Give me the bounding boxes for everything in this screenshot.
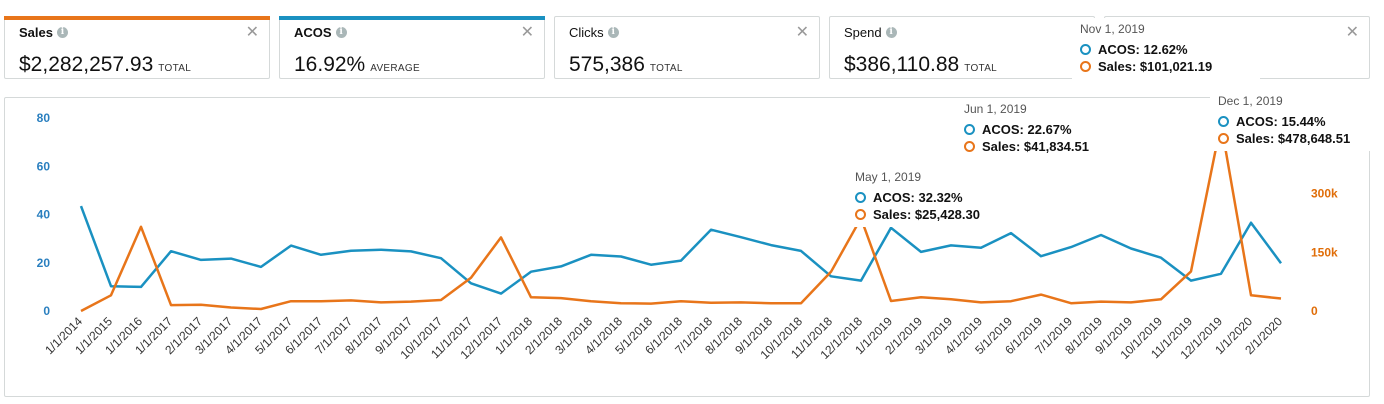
tooltip-date: Nov 1, 2019 [1080,22,1145,36]
card-accent-bar [4,16,270,20]
info-icon[interactable]: i [56,27,68,38]
y-left-tick-label: 60 [37,159,51,173]
y-right-tick-label: 0 [1311,304,1318,318]
tooltip-sales-row: Sales: $101,021.19 [1080,58,1252,75]
tooltip-dec-2019: Dec 1, 2019 ACOS: 15.44% Sales: $478,648… [1210,90,1384,151]
close-icon[interactable]: ✕ [795,24,809,41]
card-value: $386,110.88 TOTAL [844,53,998,76]
chart-panel: 0204060800150k300k450k1/1/20141/1/20151/… [4,97,1370,397]
sales-marker-icon [855,209,866,220]
acos-marker-icon [964,124,975,135]
y-left-tick-label: 80 [37,111,51,125]
acos-marker-icon [1218,116,1229,127]
tooltip-jun-2019: Jun 1, 2019 ACOS: 22.67% Sales: $41,834.… [956,98,1136,159]
metric-card-clicks[interactable]: Clicks i ✕ 575,386 TOTAL [554,16,820,79]
metric-card-sales[interactable]: Sales i ✕ $2,282,257.93 TOTAL [4,16,270,79]
card-accent-bar [279,16,545,20]
tooltip-sales-row: Sales: $25,428.30 [855,206,1017,223]
tooltip-date: Jun 1, 2019 [964,102,1027,116]
info-icon[interactable]: i [335,27,347,38]
info-icon[interactable]: i [885,27,897,38]
tooltip-sales-row: Sales: $41,834.51 [964,138,1128,155]
close-icon[interactable]: ✕ [1345,24,1359,41]
card-value: $2,282,257.93 TOTAL [19,53,192,76]
card-title: Sales i [19,25,68,40]
info-icon[interactable]: i [607,27,619,38]
sales-marker-icon [964,141,975,152]
card-title: ACOS i [294,25,347,40]
metric-card-acos[interactable]: ACOS i ✕ 16.92% AVERAGE [279,16,545,79]
line-chart: 0204060800150k300k450k1/1/20141/1/20151/… [37,111,1338,362]
y-left-tick-label: 0 [43,304,50,318]
tooltip-acos-row: ACOS: 22.67% [964,121,1128,138]
card-title: Spend i [844,25,897,40]
close-icon[interactable]: ✕ [245,24,259,41]
y-left-tick-label: 40 [37,208,51,222]
acos-series-line [79,205,1283,295]
sales-marker-icon [1080,61,1091,72]
card-title: Clicks i [569,25,619,40]
tooltip-acos-row: ACOS: 15.44% [1218,113,1378,130]
acos-marker-icon [1080,44,1091,55]
y-right-tick-label: 150k [1311,245,1338,259]
card-value: 575,386 TOTAL [569,53,683,76]
acos-marker-icon [855,192,866,203]
tooltip-acos-row: ACOS: 32.32% [855,189,1017,206]
tooltip-acos-row: ACOS: 12.62% [1080,41,1252,58]
tooltip-sales-row: Sales: $478,648.51 [1218,130,1378,147]
sales-marker-icon [1218,133,1229,144]
card-value: 16.92% AVERAGE [294,53,420,76]
tooltip-nov-2019: Nov 1, 2019 ACOS: 12.62% Sales: $101,021… [1072,18,1260,79]
tooltip-date: May 1, 2019 [855,170,922,184]
y-right-tick-label: 300k [1311,187,1338,201]
tooltip-may-2019: May 1, 2019 ACOS: 32.32% Sales: $25,428.… [847,166,1025,227]
y-left-tick-label: 20 [37,256,51,270]
tooltip-date: Dec 1, 2019 [1218,94,1283,108]
close-icon[interactable]: ✕ [520,24,534,41]
